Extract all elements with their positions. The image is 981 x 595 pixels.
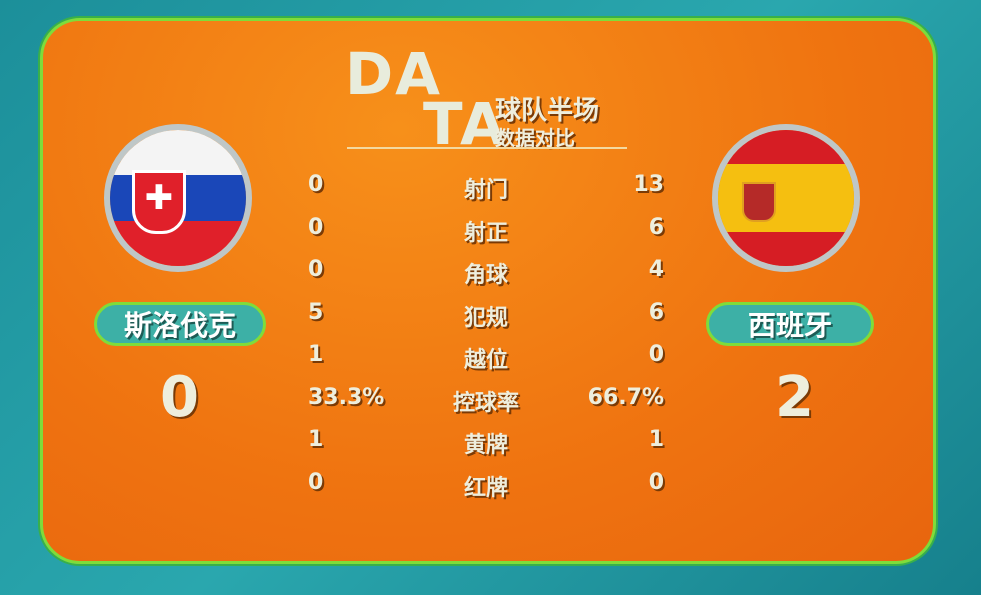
stat-row: 33.3% 控球率 66.7% [308,385,664,425]
stat-row: 0 红牌 0 [308,470,664,510]
home-stat: 5 [308,299,324,325]
title-line1: 球队半场 [495,96,600,126]
home-stat: 33.3% [308,384,385,410]
away-stat: 0 [648,342,664,367]
stat-label: 射门 [463,178,508,203]
stats-panel [40,18,936,564]
stat-row: 5 犯规 6 [308,300,664,340]
away-team-name: 西班牙 [706,302,874,346]
away-stat: 6 [648,299,664,325]
home-stat: 0 [308,257,324,282]
home-score: 0 [160,365,199,430]
home-stat: 0 [308,172,324,197]
stat-label: 红牌 [463,475,508,501]
stat-row: 1 黄牌 1 [308,427,664,467]
stat-label: 越位 [463,348,508,373]
away-stat: 6 [648,214,664,240]
home-stat: 0 [308,469,324,495]
away-stat: 4 [648,257,664,282]
title-line2: 数据对比 [495,126,575,150]
stat-row: 0 射门 13 [308,172,664,212]
home-stat: 1 [308,342,324,367]
home-team-name: 斯洛伐克 [94,302,266,346]
stat-row: 0 射正 6 [308,215,664,255]
away-stat: 0 [648,469,664,495]
stat-label: 犯规 [463,305,508,331]
stat-row: 0 角球 4 [308,257,664,297]
slovakia-flag-icon: ✚ [104,124,252,272]
home-stat: 0 [308,214,324,240]
away-stat: 13 [633,172,664,197]
stat-label: 射正 [463,220,508,246]
divider [347,147,627,149]
away-stat: 66.7% [587,384,664,410]
spain-flag-icon [712,124,860,272]
logo-bottom: TA [423,90,507,158]
stat-label: 控球率 [452,390,519,416]
away-score: 2 [775,365,814,430]
stat-label: 黄牌 [463,433,508,458]
logo-top: DA [345,40,443,108]
stat-label: 角球 [463,263,508,288]
home-stat: 1 [308,427,324,452]
stat-row: 1 越位 0 [308,342,664,382]
away-stat: 1 [648,427,664,452]
